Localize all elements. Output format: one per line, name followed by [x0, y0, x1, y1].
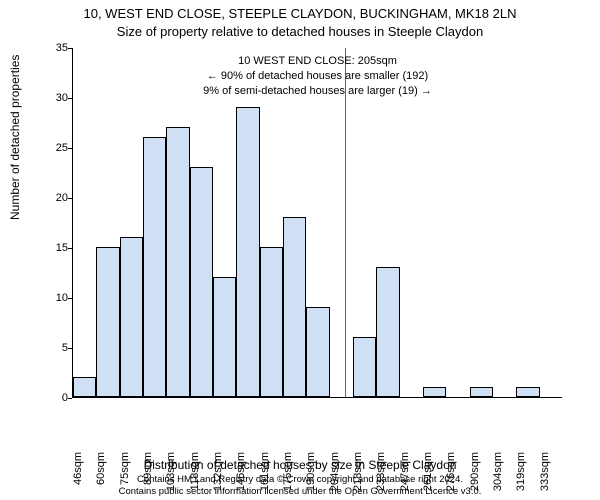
histogram-bar [143, 137, 166, 397]
chart-subtitle: Size of property relative to detached ho… [0, 24, 600, 39]
bars-group [73, 48, 562, 397]
y-tick-label: 5 [40, 342, 68, 354]
y-tick-mark [68, 398, 72, 399]
histogram-bar [213, 277, 236, 397]
annot-line-2: ← 90% of detached houses are smaller (19… [203, 69, 432, 84]
annot-line-1: 10 WEST END CLOSE: 205sqm [203, 54, 432, 69]
histogram-bar [376, 267, 399, 397]
x-axis-label: Distribution of detached houses by size … [0, 458, 600, 472]
histogram-bar [236, 107, 259, 397]
y-axis-label: Number of detached properties [8, 55, 22, 220]
y-tick-label: 20 [40, 192, 68, 204]
histogram-bar [283, 217, 306, 397]
histogram-bar [260, 247, 283, 397]
y-tick-label: 30 [40, 92, 68, 104]
histogram-bar [306, 307, 329, 397]
y-tick-label: 25 [40, 142, 68, 154]
license-line-1: Contains HM Land Registry data © Crown c… [0, 474, 600, 485]
y-tick-label: 0 [40, 392, 68, 404]
histogram-bar [73, 377, 96, 397]
histogram-bar [166, 127, 189, 397]
plot-area: 10 WEST END CLOSE: 205sqm ← 90% of detac… [72, 48, 562, 398]
histogram-bar [470, 387, 493, 397]
license-line-2: Contains public sector information licen… [0, 486, 600, 497]
histogram-bar [96, 247, 119, 397]
histogram-bar [516, 387, 539, 397]
address-title: 10, WEST END CLOSE, STEEPLE CLAYDON, BUC… [0, 6, 600, 21]
annotation-box: 10 WEST END CLOSE: 205sqm ← 90% of detac… [203, 54, 432, 99]
y-tick-label: 35 [40, 42, 68, 54]
y-tick-label: 15 [40, 242, 68, 254]
histogram-bar [120, 237, 143, 397]
reference-line [345, 48, 346, 397]
histogram-bar [190, 167, 213, 397]
histogram-bar [423, 387, 446, 397]
y-tick-label: 10 [40, 292, 68, 304]
histogram-bar [353, 337, 376, 397]
annot-line-3: 9% of semi-detached houses are larger (1… [203, 84, 432, 99]
license-text: Contains HM Land Registry data © Crown c… [0, 474, 600, 497]
